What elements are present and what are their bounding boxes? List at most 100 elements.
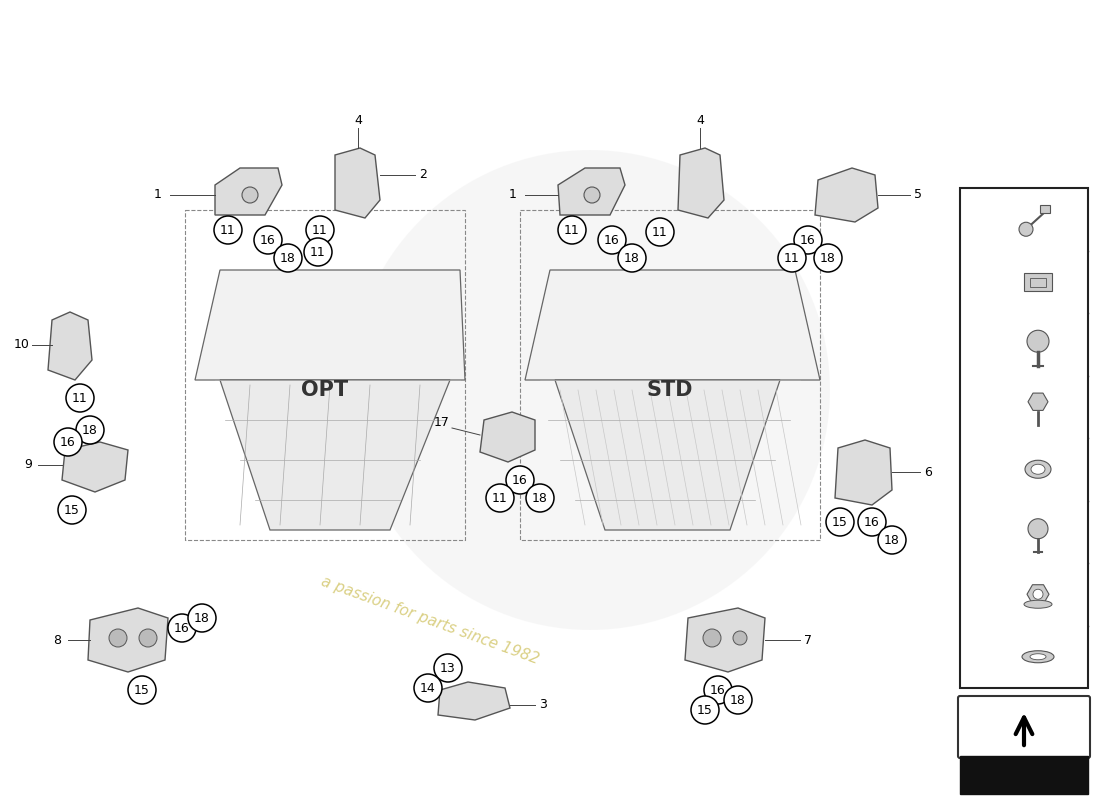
Text: 18: 18 (821, 251, 836, 265)
Circle shape (826, 508, 854, 536)
Polygon shape (88, 608, 168, 672)
Bar (1024, 273, 1052, 290)
Circle shape (254, 226, 282, 254)
Text: 4: 4 (974, 650, 983, 664)
Text: 18: 18 (730, 694, 746, 706)
Circle shape (306, 216, 334, 244)
Circle shape (724, 686, 752, 714)
Text: a passion for parts since 1982: a passion for parts since 1982 (319, 574, 541, 666)
Text: 18: 18 (968, 212, 988, 226)
Polygon shape (685, 608, 764, 672)
Polygon shape (556, 380, 780, 530)
Text: 18: 18 (532, 491, 548, 505)
Text: 3: 3 (539, 698, 547, 711)
Ellipse shape (1025, 460, 1050, 478)
Text: 11: 11 (310, 246, 326, 258)
Circle shape (558, 216, 586, 244)
Text: 4: 4 (696, 114, 704, 126)
Text: 14: 14 (968, 400, 988, 414)
Text: 12: 12 (968, 525, 988, 538)
Polygon shape (195, 270, 465, 380)
Circle shape (214, 216, 242, 244)
Text: 16: 16 (968, 274, 988, 289)
Text: 863 09: 863 09 (987, 766, 1062, 785)
Circle shape (858, 508, 886, 536)
Text: 16: 16 (60, 435, 76, 449)
Text: 16: 16 (174, 622, 190, 634)
Circle shape (109, 629, 126, 647)
Circle shape (304, 238, 332, 266)
Circle shape (58, 496, 86, 524)
Text: 6: 6 (924, 466, 932, 478)
Text: STD: STD (647, 380, 693, 400)
Circle shape (618, 244, 646, 272)
Circle shape (168, 614, 196, 642)
Circle shape (878, 526, 906, 554)
Text: 14: 14 (420, 682, 436, 694)
Polygon shape (480, 412, 535, 462)
Circle shape (434, 654, 462, 682)
Polygon shape (336, 148, 380, 218)
Text: 11: 11 (968, 587, 988, 602)
Circle shape (188, 604, 216, 632)
Circle shape (691, 696, 719, 724)
Circle shape (486, 484, 514, 512)
Bar (960, 756, 1088, 794)
Polygon shape (1028, 393, 1048, 410)
Circle shape (526, 484, 554, 512)
Text: 16: 16 (604, 234, 620, 246)
Circle shape (703, 629, 720, 647)
Text: 16: 16 (711, 683, 726, 697)
Text: 10: 10 (14, 338, 30, 351)
Text: 15: 15 (64, 503, 80, 517)
Text: 2: 2 (419, 169, 427, 182)
Text: 13: 13 (440, 662, 455, 674)
Ellipse shape (1022, 650, 1054, 662)
Text: 11: 11 (564, 223, 580, 237)
Circle shape (54, 428, 82, 456)
Text: 18: 18 (280, 251, 296, 265)
Circle shape (350, 150, 830, 630)
Bar (1040, 206, 1050, 214)
Text: 11: 11 (73, 391, 88, 405)
Text: 11: 11 (492, 491, 508, 505)
Polygon shape (220, 380, 450, 530)
Text: 15: 15 (134, 683, 150, 697)
Text: OPT: OPT (301, 380, 349, 400)
Circle shape (274, 244, 302, 272)
Text: 18: 18 (194, 611, 210, 625)
Text: 11: 11 (312, 223, 328, 237)
Circle shape (76, 416, 104, 444)
Circle shape (794, 226, 822, 254)
Circle shape (704, 676, 732, 704)
Text: 16: 16 (260, 234, 276, 246)
Ellipse shape (1030, 654, 1046, 660)
Bar (960, 188, 1088, 688)
Polygon shape (62, 442, 128, 492)
Circle shape (598, 226, 626, 254)
Text: 7: 7 (804, 634, 812, 646)
Text: 1: 1 (509, 189, 517, 202)
Text: 11: 11 (784, 251, 800, 265)
Circle shape (66, 384, 94, 412)
Ellipse shape (1031, 464, 1045, 474)
Circle shape (506, 466, 534, 494)
Text: 4: 4 (354, 114, 362, 126)
Circle shape (778, 244, 806, 272)
Text: 8: 8 (53, 634, 60, 646)
Text: 15: 15 (697, 703, 713, 717)
Text: 13: 13 (968, 462, 988, 476)
Polygon shape (1027, 585, 1049, 604)
Circle shape (1033, 590, 1043, 599)
Circle shape (414, 674, 442, 702)
Text: 11: 11 (220, 223, 235, 237)
Polygon shape (48, 312, 92, 380)
Bar (1030, 278, 1046, 286)
Circle shape (1027, 330, 1049, 352)
Circle shape (128, 676, 156, 704)
Circle shape (584, 187, 600, 203)
Text: 11: 11 (652, 226, 668, 238)
Circle shape (1028, 518, 1048, 538)
Polygon shape (835, 440, 892, 505)
Polygon shape (815, 168, 878, 222)
